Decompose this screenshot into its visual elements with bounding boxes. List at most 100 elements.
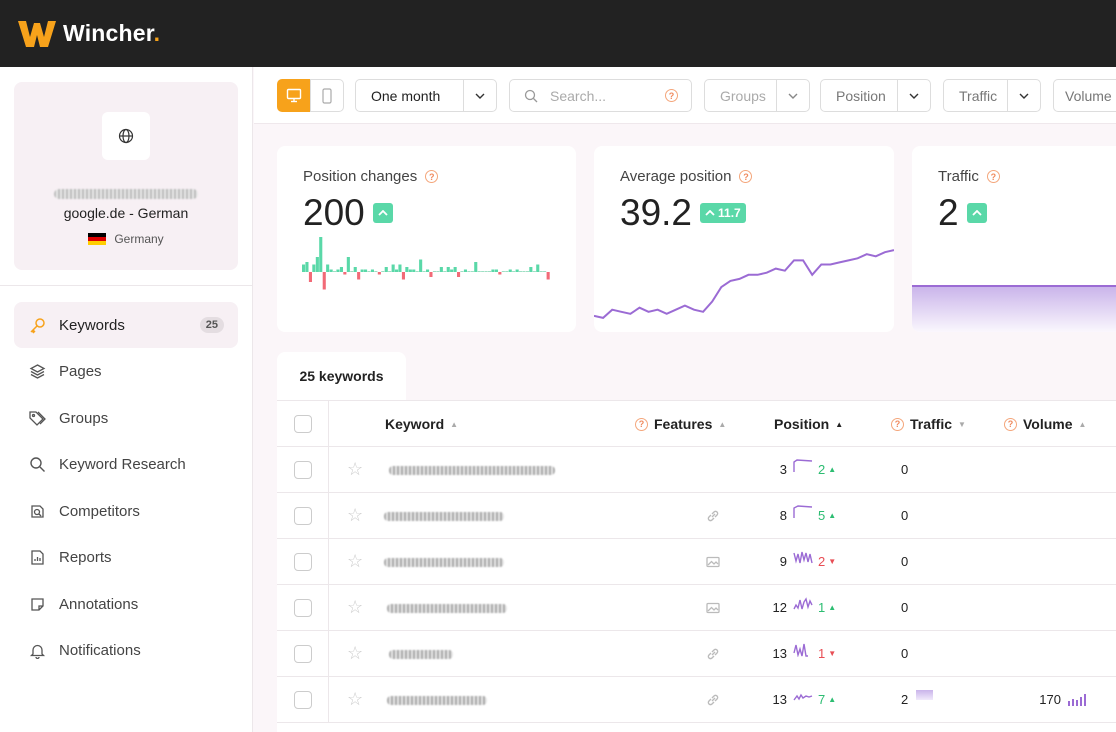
volume-column-header[interactable]: ? Volume ▲ [1004,401,1086,447]
blurred-keyword[interactable] [387,604,507,613]
link-icon[interactable] [705,692,721,708]
star-icon[interactable]: ☆ [347,459,364,479]
groups-select-label: Groups [720,87,766,104]
groups-select[interactable]: Groups [704,79,810,112]
traffic-value: 2 [938,192,987,234]
help-icon[interactable]: ? [425,170,439,183]
image-icon[interactable] [705,600,721,616]
blurred-keyword[interactable] [384,512,504,521]
help-icon[interactable]: ? [739,170,753,183]
sidebar-item-annotations[interactable]: Annotations [14,581,238,628]
table-row[interactable]: ☆ 12 1 ▲ 0 [277,585,1116,631]
sidebar-item-reports[interactable]: Reports [14,535,238,582]
row-checkbox[interactable] [293,506,312,525]
site-card[interactable]: google.de - German Germany [14,82,238,270]
table-row[interactable]: ☆ 8 5 ▲ 0 [277,493,1116,539]
sidebar-item-keywords[interactable]: Keywords 25 [14,302,238,348]
position-change-value: 2 [818,462,826,477]
sidebar-item-groups[interactable]: Groups [14,395,238,442]
position-change-bar [384,267,388,272]
position-filter-select[interactable]: Position [820,79,931,112]
help-icon[interactable]: ? [891,417,904,431]
blurred-keyword[interactable] [387,696,487,705]
table-row[interactable]: ☆ 3 2 ▲ 0 [277,447,1116,493]
position-change: 7 ▲ [818,692,836,707]
row-select-cell [277,631,329,676]
search-field[interactable]: Search... ? [509,79,692,112]
position-change-bar [536,264,540,272]
blurred-keyword[interactable] [389,650,453,659]
star-icon[interactable]: ☆ [347,551,364,571]
row-checkbox[interactable] [293,598,312,617]
chevron-down-icon[interactable] [776,80,809,111]
help-icon[interactable]: ? [1004,417,1017,431]
image-icon[interactable] [705,554,721,570]
position-change: 5 ▲ [818,508,836,523]
sort-icon: ▲ [450,419,459,429]
position-changes-card[interactable]: Position changes ? 200 [277,146,576,332]
blurred-keyword[interactable] [384,558,504,567]
desktop-toggle-button[interactable] [277,79,311,112]
help-icon[interactable]: ? [665,89,678,102]
table-row[interactable]: ☆ 9 2 ▼ 0 [277,539,1116,585]
position-change-bar [501,271,505,272]
position-sparkline [793,459,813,472]
star-icon[interactable]: ☆ [347,505,364,525]
chevron-up-icon [971,210,982,216]
table-row[interactable]: ☆ 13 7 ▲ 2 170 [277,677,1116,723]
sidebar-item-keyword-research[interactable]: Keyword Research [14,442,238,489]
position-value: 13 [772,692,787,707]
row-checkbox[interactable] [293,460,312,479]
help-icon[interactable]: ? [635,417,648,431]
position-change-bar [419,259,423,272]
traffic-area [912,286,1116,332]
sidebar: google.de - German Germany Keywords 25 P… [0,67,253,732]
row-checkbox[interactable] [293,552,312,571]
link-icon[interactable] [705,508,721,524]
search-input[interactable]: Search... [550,87,607,104]
position-sparkline [793,597,813,610]
tab-keywords[interactable]: 25 keywords [277,352,406,400]
keyword-column-header[interactable]: Keyword ▲ [385,401,458,447]
position-change-bar [336,269,340,272]
sidebar-item-pages[interactable]: Pages [14,349,238,396]
average-position-change: 11.7 [718,206,741,220]
arrow-up-icon: ▲ [828,511,837,520]
sidebar-item-competitors[interactable]: Competitors [14,488,238,535]
wincher-logo-icon[interactable] [18,19,56,49]
star-icon[interactable]: ☆ [347,643,364,663]
competitors-icon [28,502,46,520]
average-position-card[interactable]: Average position ? 39.2 11.7 [594,146,894,332]
period-select[interactable]: One month [355,79,497,112]
card-title: Traffic ? [938,168,1000,185]
traffic-filter-select[interactable]: Traffic [943,79,1041,112]
row-select-cell [277,493,329,538]
volume-filter-select[interactable]: Volume [1053,79,1116,112]
star-icon[interactable]: ☆ [347,689,364,709]
help-icon[interactable]: ? [986,170,1000,183]
position-change-bar [546,272,550,280]
position-column-header[interactable]: Position ▲ [774,401,843,447]
sidebar-item-notifications[interactable]: Notifications [14,628,238,675]
link-icon[interactable] [705,646,721,662]
chevron-down-icon[interactable] [897,80,930,111]
mobile-toggle-button[interactable] [310,79,344,112]
tags-icon [28,409,46,427]
traffic-column-header[interactable]: ? Traffic ▼ [891,401,966,447]
row-checkbox[interactable] [293,644,312,663]
chevron-down-icon[interactable] [1007,80,1040,111]
table-row[interactable]: ☆ 13 1 ▼ 0 [277,631,1116,677]
position-change-bar [505,271,509,272]
globe-icon [118,128,134,144]
star-icon[interactable]: ☆ [347,597,364,617]
position-sparkline [793,505,813,518]
blurred-keyword[interactable] [389,466,555,475]
traffic-card[interactable]: Traffic ? 2 [912,146,1116,332]
chevron-down-icon[interactable] [463,80,496,111]
row-checkbox[interactable] [293,690,312,709]
select-all-checkbox[interactable] [293,414,312,433]
average-position-value: 39.2 11.7 [620,192,746,234]
traffic-value: 0 [901,462,909,477]
features-column-header[interactable]: ? Features ▲ [635,401,726,447]
traffic-filter-label: Traffic [959,87,998,104]
